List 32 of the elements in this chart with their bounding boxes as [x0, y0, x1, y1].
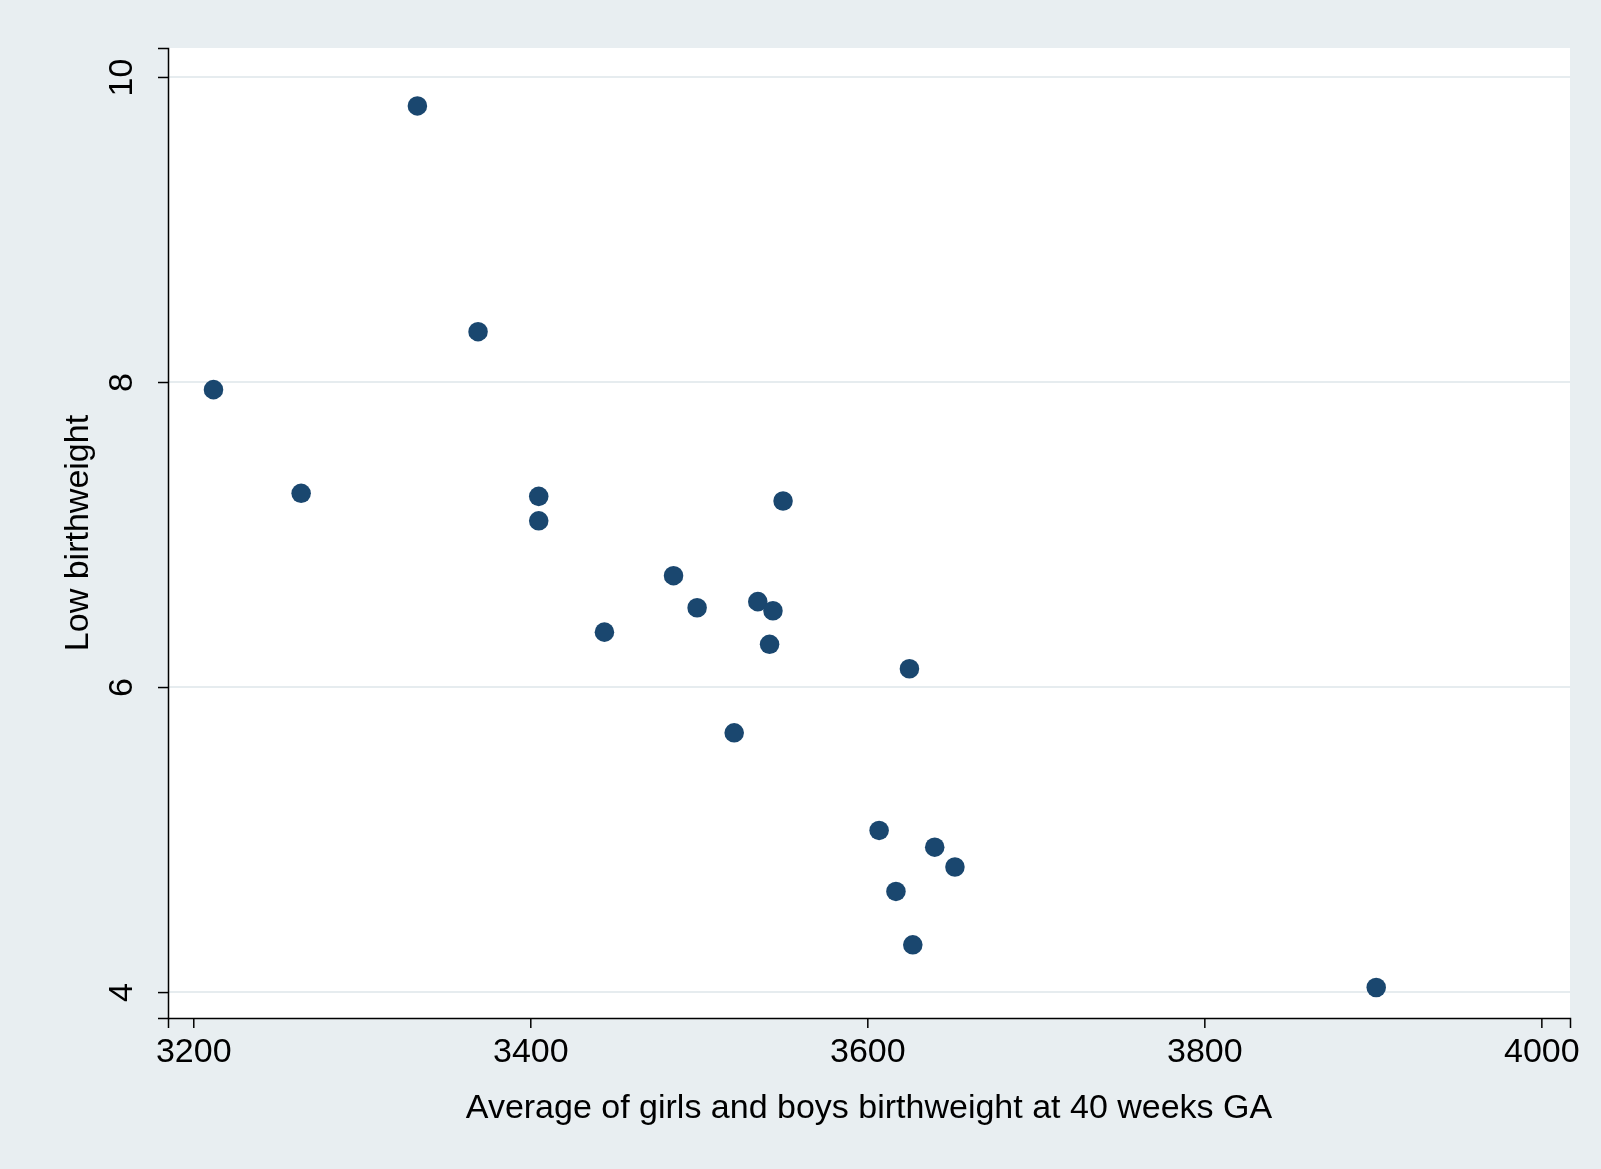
point — [945, 857, 965, 877]
point — [528, 486, 549, 507]
point — [924, 837, 945, 857]
x-tick-label: 3800 — [1167, 1030, 1243, 1069]
point — [687, 597, 707, 618]
y-axis-title: Low birthweight — [57, 414, 95, 652]
point — [759, 634, 780, 655]
x-tick-label: 3400 — [492, 1030, 569, 1069]
point — [903, 935, 923, 955]
x-tick-label: 3200 — [155, 1030, 232, 1069]
point — [724, 723, 744, 743]
y-tick-label: 4 — [101, 983, 139, 1003]
point — [594, 622, 615, 642]
x-tick-label: 3600 — [829, 1030, 906, 1069]
y-tick-label: 8 — [101, 373, 139, 392]
x-axis-title: Average of girls and boys birthweight at 40 weeks GA — [465, 1087, 1273, 1125]
point — [1366, 977, 1386, 998]
point — [869, 820, 889, 841]
point — [528, 511, 549, 531]
point — [748, 591, 768, 612]
point — [773, 491, 793, 511]
point — [663, 565, 684, 586]
point — [886, 881, 906, 902]
point — [468, 321, 488, 342]
point — [763, 601, 783, 621]
point — [899, 658, 920, 679]
point — [291, 483, 311, 504]
y-tick-label: 6 — [101, 678, 139, 697]
point — [407, 96, 428, 116]
x-tick-label: 4000 — [1504, 1030, 1580, 1069]
point — [203, 379, 224, 400]
y-tick-label: 10 — [101, 58, 139, 97]
